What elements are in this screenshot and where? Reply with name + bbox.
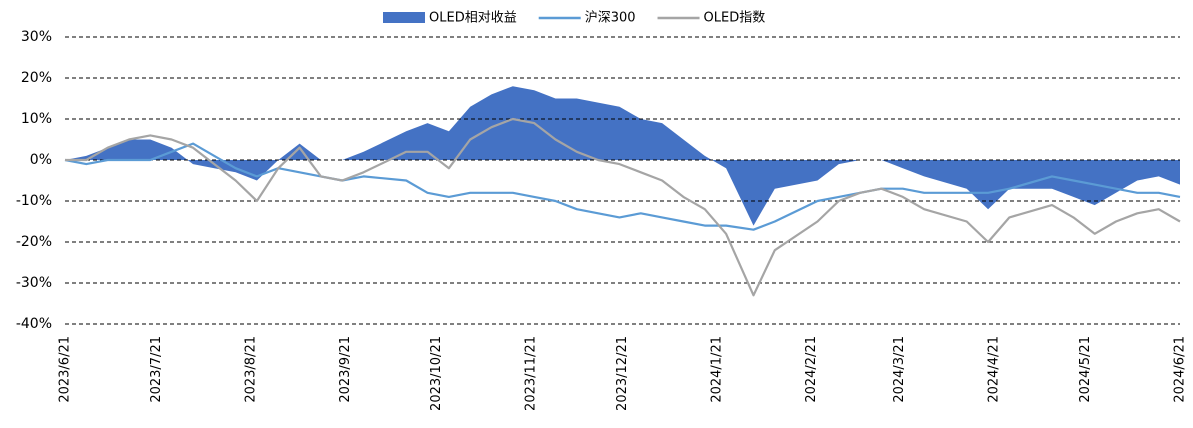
x-tick-label: 2023/8/21 [243, 336, 258, 403]
legend-label: OLED指数 [704, 11, 766, 26]
x-tick-label: 2023/11/21 [524, 336, 539, 411]
area [65, 86, 1180, 226]
y-tick-label: 0% [30, 152, 52, 168]
y-tick-label: -40% [16, 316, 52, 332]
x-tick-label: 2023/7/21 [149, 336, 164, 403]
legend-label: 沪深300 [585, 10, 636, 26]
x-tick-label: 2024/3/21 [892, 336, 907, 403]
x-tick-label: 2024/2/21 [804, 336, 819, 403]
y-tick-label: -10% [16, 193, 52, 209]
x-tick-label: 2023/12/21 [615, 336, 630, 411]
y-tick-label: -30% [16, 275, 52, 291]
x-tick-label: 2024/4/21 [987, 336, 1002, 403]
y-tick-label: -20% [16, 234, 52, 250]
x-tick-label: 2024/5/21 [1078, 336, 1093, 403]
y-tick-label: 20% [21, 70, 52, 86]
x-tick-label: 2023/9/21 [338, 336, 353, 403]
x-tick-label: 2024/6/21 [1173, 336, 1188, 403]
legend: OLED相对收益 沪深300 OLED指数 [383, 10, 765, 26]
y-tick-label: 10% [21, 111, 52, 127]
y-tick-label: 30% [21, 29, 52, 45]
x-tick-label: 2023/10/21 [429, 336, 444, 411]
line [65, 117, 1181, 297]
x-tick-label: 2023/6/21 [58, 336, 73, 403]
x-tick-label: 2024/1/21 [709, 336, 724, 403]
line [64, 142, 1181, 231]
legend-swatch [383, 12, 425, 23]
legend-label: OLED相对收益 [429, 11, 517, 26]
